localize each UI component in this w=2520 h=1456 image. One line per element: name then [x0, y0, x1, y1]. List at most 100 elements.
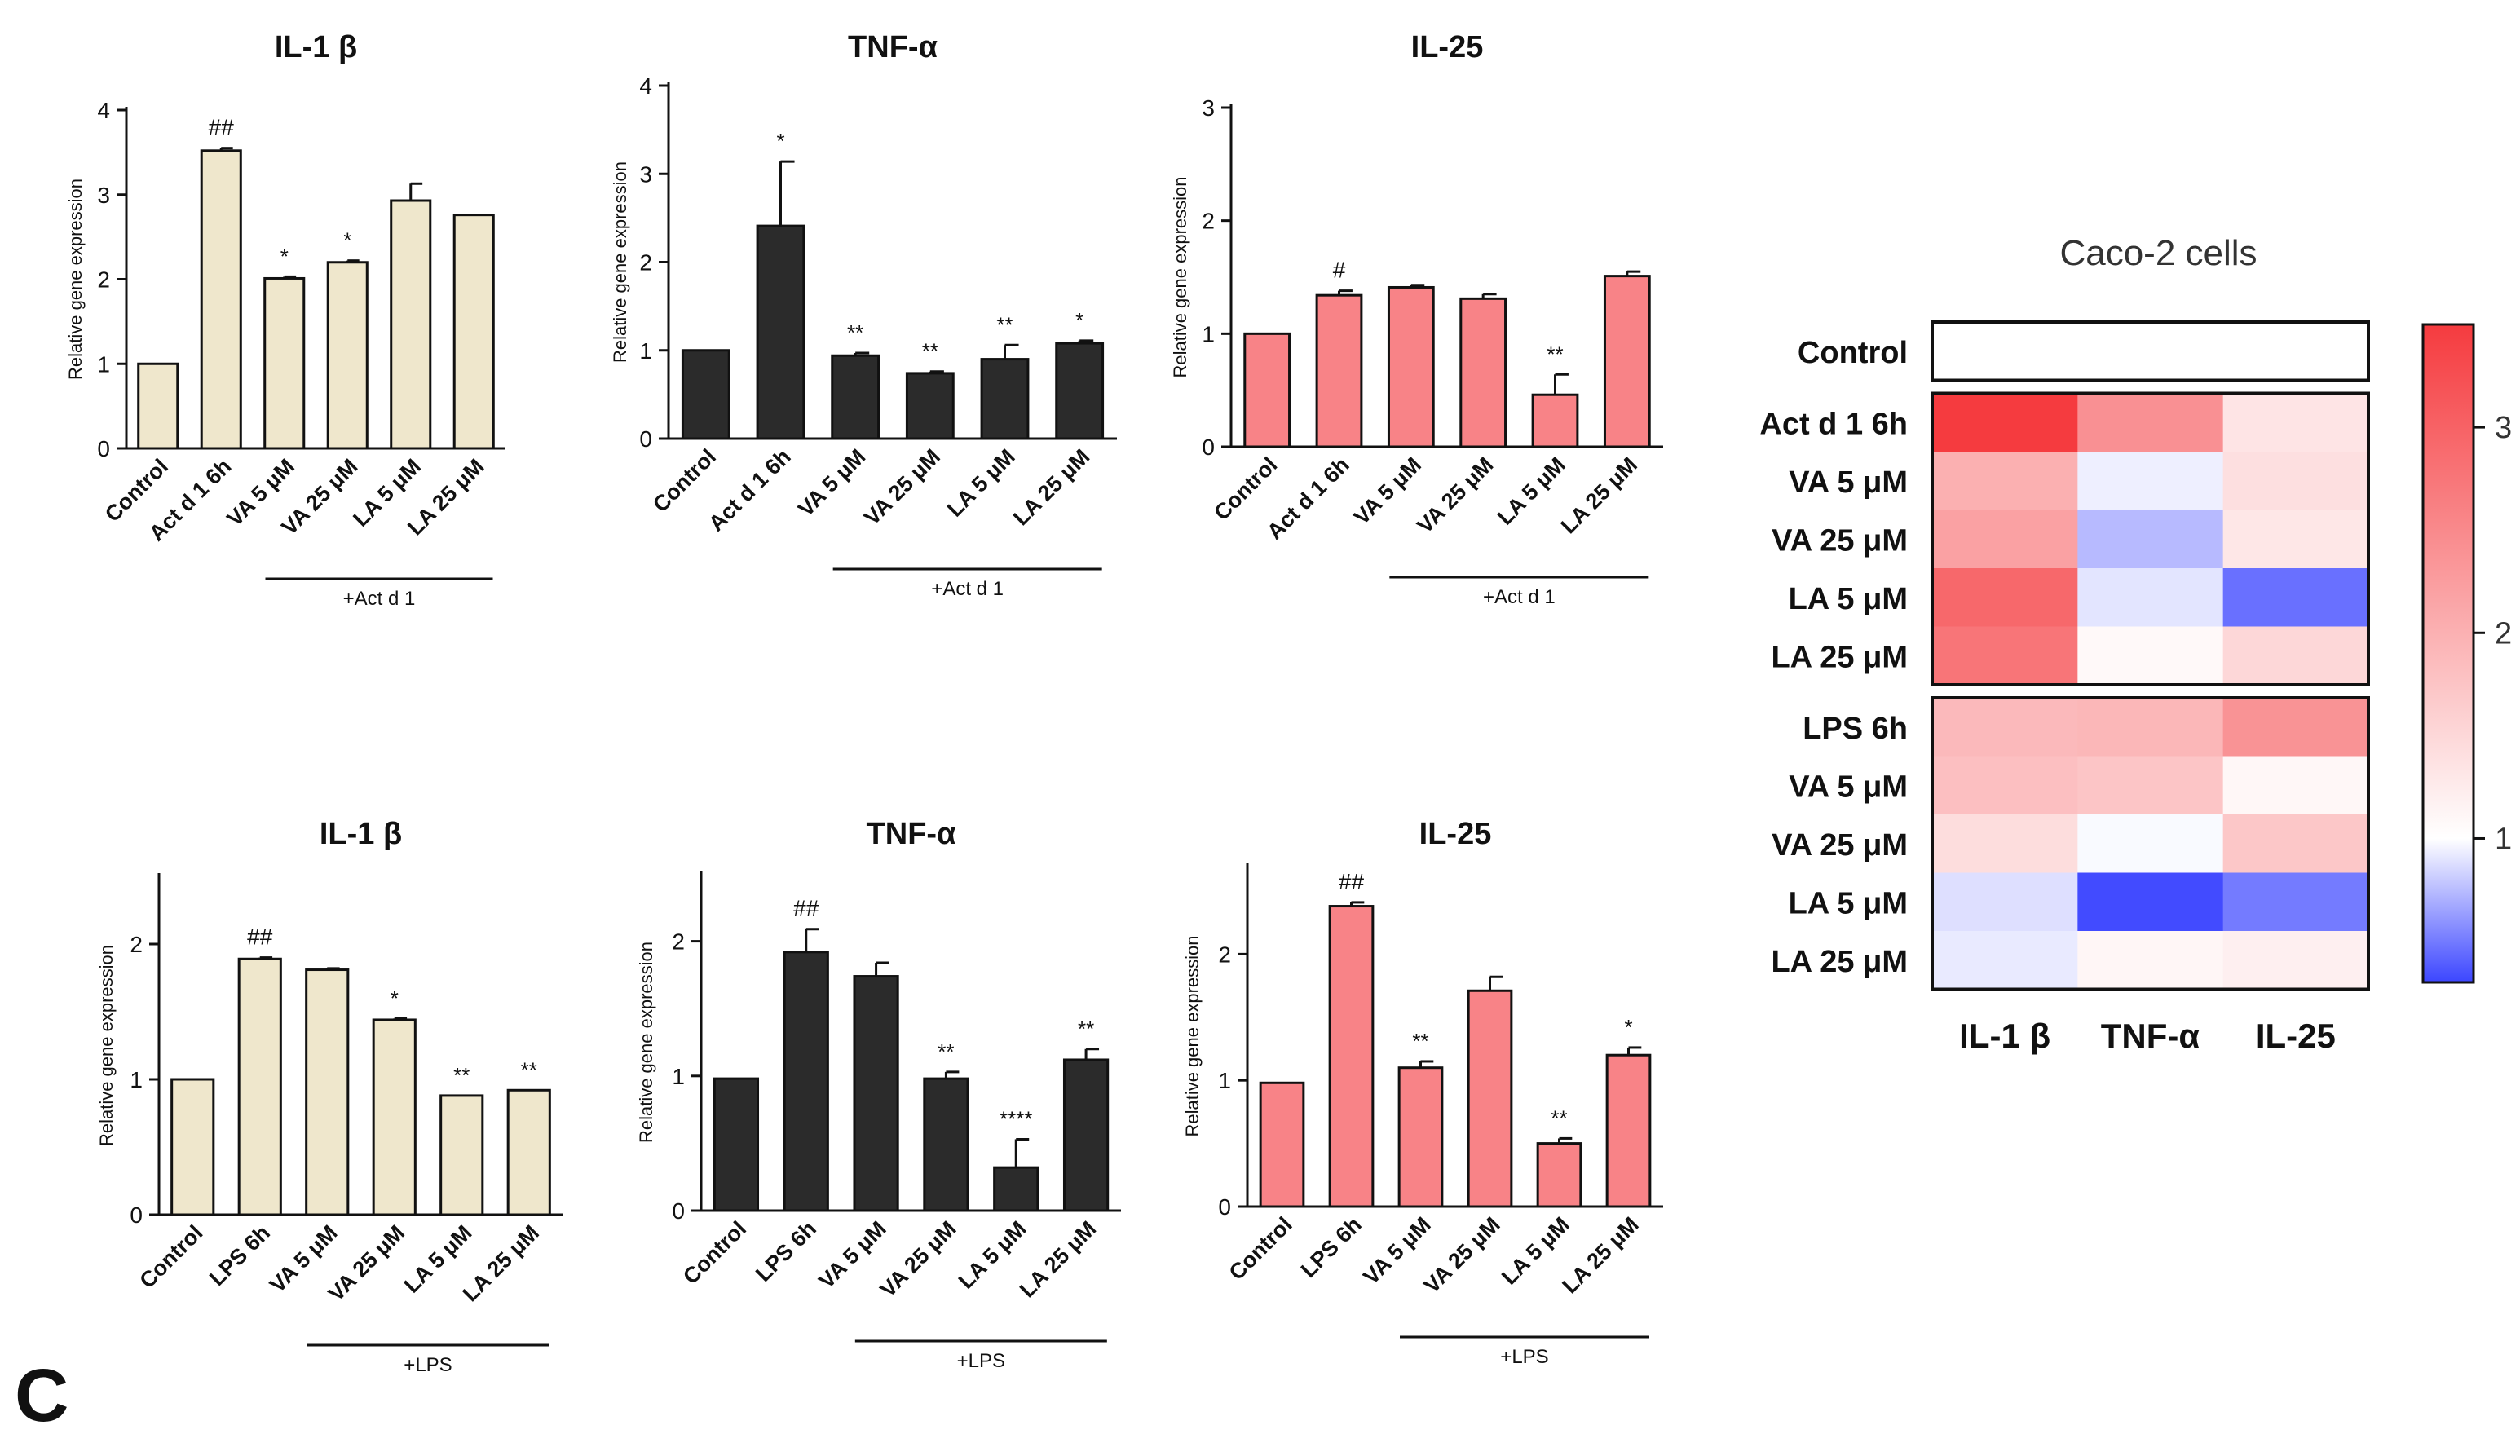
x-tick-label: Control [135, 1220, 207, 1293]
color-scale-bar [2421, 323, 2475, 984]
y-tick-label: 1 [130, 1067, 143, 1092]
x-tick-label: Act d 1 6h [704, 444, 795, 536]
heatmap-group-outline [1931, 391, 2370, 686]
significance-label: ## [247, 924, 273, 950]
heatmap-column-label: IL-1 β [1959, 1017, 2050, 1055]
significance-label: * [1075, 308, 1083, 333]
heatmap-row-label: VA 25 μM [1772, 523, 1908, 558]
bar [1243, 332, 1291, 448]
bar [170, 1078, 215, 1216]
heatmap-row-label: LA 25 μM [1771, 945, 1908, 979]
y-axis-label: Relative gene expression [65, 179, 86, 380]
bar [506, 1088, 551, 1216]
bar [1459, 297, 1507, 448]
bar [1328, 905, 1375, 1208]
heatmap-cell [1932, 756, 2078, 815]
y-axis-label: Relative gene expression [1170, 176, 1190, 377]
significance-label: ** [1078, 1017, 1094, 1041]
heatmap-cell [1932, 452, 2078, 510]
chart-title: IL-25 [1419, 817, 1492, 851]
bar [905, 372, 955, 440]
bar [1062, 1058, 1110, 1212]
bar-chart-4: IL-1 β 0 1 2 Relative gene expression Control… [96, 817, 563, 1376]
significance-label: ** [938, 1039, 954, 1064]
y-tick-label: 2 [130, 932, 143, 957]
x-tick-label: LA 25 μM [1557, 1212, 1643, 1298]
bar-chart-6: IL-25 0 1 2 Relative gene expression Control #… [1182, 817, 1663, 1368]
y-tick-label: 1 [1218, 1068, 1231, 1093]
heatmap-row-label: LA 25 μM [1771, 640, 1908, 674]
bar [980, 358, 1030, 440]
bar [305, 968, 350, 1216]
heatmap-row-label: VA 5 μM [1789, 465, 1908, 500]
y-tick-label: 2 [97, 267, 110, 293]
bar [681, 349, 730, 440]
significance-label: **** [1000, 1106, 1032, 1131]
y-tick-label: 3 [639, 161, 652, 187]
y-tick-label: 1 [97, 351, 110, 377]
x-tick-label: VA 5 μM [793, 444, 870, 521]
significance-label: ** [453, 1063, 470, 1088]
chart-title: IL-1 β [320, 817, 402, 851]
bar [1259, 1081, 1305, 1208]
color-scale-tick-label: 1 [2495, 822, 2512, 856]
heatmap-group-outline [1931, 320, 2370, 382]
significance-label: ## [793, 896, 819, 921]
y-tick-label: 3 [1202, 95, 1215, 121]
treatment-label: +LPS [404, 1354, 452, 1376]
bar [923, 1077, 969, 1212]
y-tick-label: 1 [1202, 321, 1215, 346]
y-axis-label: Relative gene expression [1182, 935, 1203, 1136]
treatment-label: +LPS [957, 1350, 1005, 1372]
y-tick-label: 0 [1218, 1194, 1231, 1220]
heatmap-cell [2077, 626, 2224, 686]
y-tick-label: 3 [97, 183, 110, 208]
x-tick-label: LA 5 μM [942, 444, 1020, 522]
heatmap-group-outline [1931, 696, 2370, 991]
bar [372, 1018, 417, 1216]
bar [1605, 1053, 1652, 1208]
bar [993, 1166, 1039, 1212]
x-tick-label: LA 25 μM [1015, 1216, 1101, 1302]
heatmap-cell [2222, 931, 2369, 990]
y-tick-label: 2 [672, 929, 685, 955]
bar [263, 276, 306, 450]
bar [452, 214, 495, 450]
heatmap-cell [1932, 393, 2078, 452]
heatmap-column-label: TNF-α [2101, 1017, 2200, 1055]
bar [1315, 293, 1363, 448]
heatmap-cell [2222, 510, 2369, 569]
x-tick-label: LA 25 μM [1556, 452, 1642, 538]
y-tick-label: 2 [1218, 942, 1231, 967]
heatmap-cell [2077, 452, 2224, 510]
heatmap-cell [2222, 872, 2369, 932]
bar [439, 1094, 484, 1216]
x-tick-label: VA 25 μM [876, 1216, 961, 1302]
treatment-label: +LPS [1500, 1346, 1548, 1368]
significance-label: * [391, 986, 399, 1010]
bar [1536, 1142, 1582, 1208]
heatmap-cell [2222, 452, 2369, 510]
bar [137, 362, 179, 450]
significance-label: ** [847, 320, 863, 345]
heatmap-row-label: VA 5 μM [1789, 770, 1908, 804]
y-tick-label: 2 [639, 250, 652, 276]
significance-label: ** [521, 1057, 537, 1082]
x-tick-label: Control [1225, 1212, 1297, 1285]
heatmap-cell [2222, 698, 2369, 757]
heatmap-cell [2222, 568, 2369, 627]
heatmap-cell [2077, 756, 2224, 815]
bar [853, 975, 899, 1212]
x-tick-label: LPS 6h [1296, 1212, 1366, 1282]
heatmap-row-label: Act d 1 6h [1759, 407, 1908, 441]
heatmap: Caco-2 cells Control Act d 1 6h VA 5 μM VA 2… [1759, 233, 2512, 1055]
significance-label: ** [1551, 1105, 1567, 1130]
heatmap-cell [2077, 393, 2224, 452]
heatmap-cell [2077, 322, 2224, 381]
panel-label: C [15, 1354, 69, 1437]
bar [1467, 989, 1513, 1208]
x-tick-label: Control [648, 444, 721, 517]
treatment-label: +Act d 1 [931, 578, 1004, 600]
